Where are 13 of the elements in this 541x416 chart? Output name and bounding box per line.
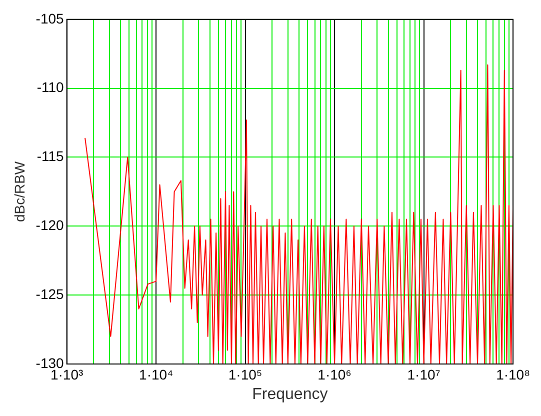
x-tick-label: 1·10⁶ xyxy=(318,366,352,382)
x-tick-label: 1·10⁸ xyxy=(496,366,530,382)
y-tick-label: -105 xyxy=(36,10,64,26)
x-tick-label: 1·10⁵ xyxy=(228,366,262,382)
y-axis-title: dBc/RBW xyxy=(11,160,28,222)
y-tick-label: -125 xyxy=(36,286,64,302)
y-tick-label: -120 xyxy=(36,217,64,234)
y-tick-label: -130 xyxy=(36,354,64,371)
x-tick-label: 1·10⁷ xyxy=(407,366,440,382)
x-tick-label: 1·10⁴ xyxy=(139,366,174,382)
y-tick-label: -115 xyxy=(36,148,64,164)
x-axis-title: Frequency xyxy=(252,386,328,403)
y-tick-label: -110 xyxy=(36,79,64,96)
